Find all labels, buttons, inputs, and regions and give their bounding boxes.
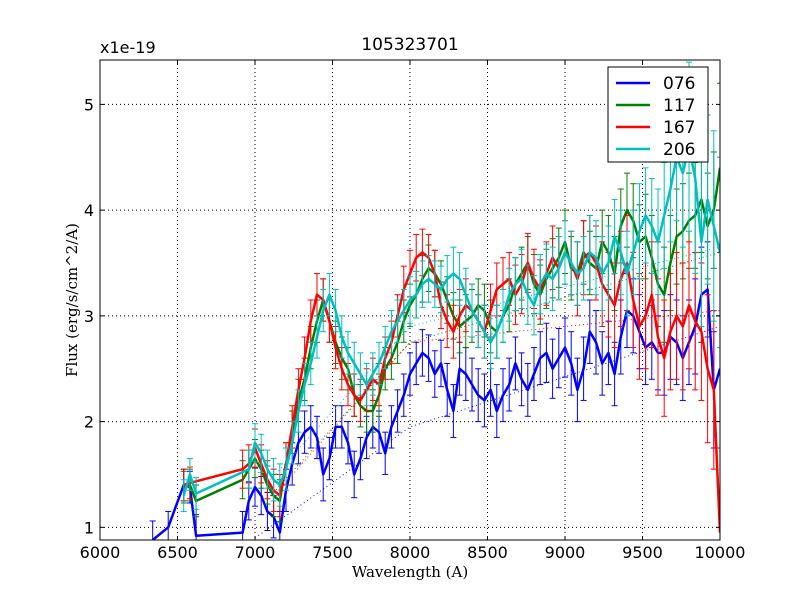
x-tick-label-4: 8000 bbox=[390, 543, 431, 562]
legend-label-167: 167 bbox=[663, 118, 695, 138]
x-tick-label-1: 6500 bbox=[157, 543, 198, 562]
legend-label-117: 117 bbox=[663, 96, 695, 116]
x-tick-label-7: 9500 bbox=[622, 543, 663, 562]
y-tick-label-4: 5 bbox=[84, 95, 94, 114]
series-layer bbox=[149, 61, 720, 540]
chart-title: 105323701 bbox=[361, 35, 458, 55]
legend-label-206: 206 bbox=[663, 140, 695, 160]
x-tick-label-2: 7000 bbox=[235, 543, 276, 562]
x-tick-label-8: 10000 bbox=[695, 543, 746, 562]
y-offset-label: x1e-19 bbox=[100, 38, 156, 57]
y-tick-label-0: 1 bbox=[84, 518, 94, 537]
x-tick-label-0: 6000 bbox=[80, 543, 121, 562]
x-tick-label-5: 8500 bbox=[467, 543, 508, 562]
x-tick-label-6: 9000 bbox=[545, 543, 586, 562]
y-tick-label-2: 3 bbox=[84, 307, 94, 326]
x-tick-label-3: 7500 bbox=[312, 543, 353, 562]
axis-ticks: 6000 6500 7000 7500 8000 8500 9000 9500 10000 1 2 3… bbox=[80, 60, 746, 562]
y-tick-label-3: 4 bbox=[84, 201, 94, 220]
y-axis-label: Flux (erg/s/cm^2/A) bbox=[63, 223, 81, 377]
x-axis-label: Wavelength (A) bbox=[352, 563, 468, 581]
y-tick-label-1: 2 bbox=[84, 413, 94, 432]
series-076-line bbox=[151, 288, 720, 540]
series-206-line bbox=[182, 145, 720, 496]
legend-label-076: 076 bbox=[663, 74, 695, 94]
